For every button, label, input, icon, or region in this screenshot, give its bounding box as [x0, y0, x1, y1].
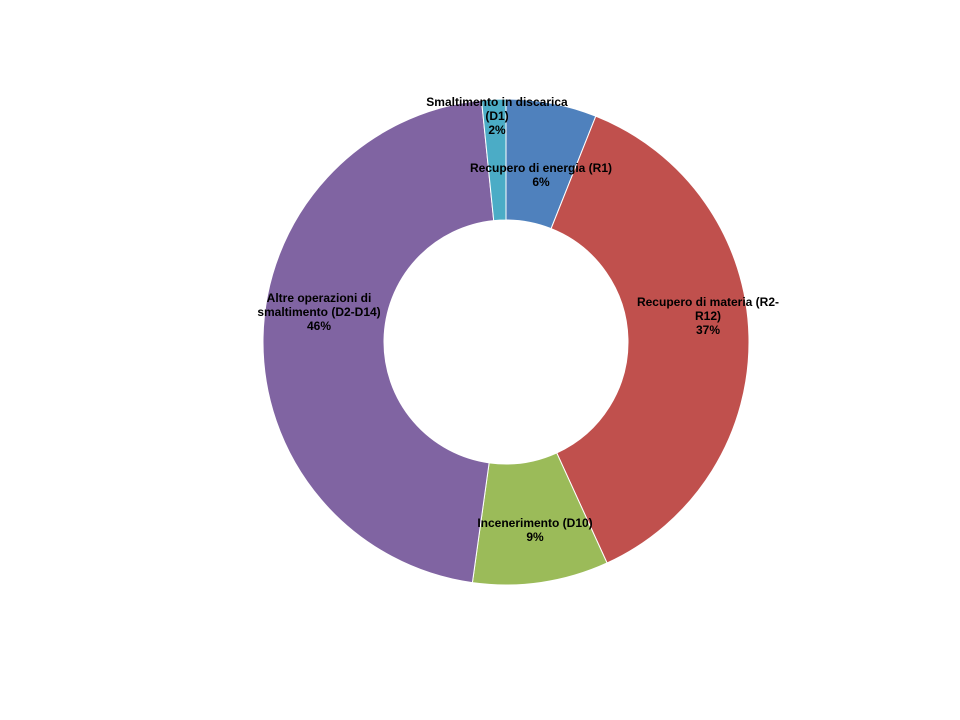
donut-labels: Recupero di energia (R1) 6% Recupero di ma… [257, 95, 779, 544]
donut-slice-5 [480, 98, 507, 222]
slice-label-5: Smaltimento in discarica (D1) 2% [426, 95, 568, 137]
slice-percent-label: 37% [696, 323, 720, 337]
slice-name-line: Recupero di materia (R2- [637, 295, 779, 309]
donut-slice-2 [550, 115, 750, 564]
slice-name-line: Recupero di energia (R1) [470, 161, 612, 175]
slice-percent-label: 2% [488, 123, 506, 137]
slice-name-line: smaltimento (D2-D14) [257, 305, 380, 319]
slice-name-line: Incenerimento (D10) [477, 516, 592, 530]
slice-name-line: R12) [695, 309, 721, 323]
slice-label-2: Recupero di materia (R2-R12) 37% [637, 295, 779, 337]
slice-label-1: Recupero di energia (R1) 6% [470, 161, 612, 189]
slice-name-line: Smaltimento in discarica [426, 95, 568, 109]
donut-slices [262, 98, 750, 586]
slice-percent-label: 9% [526, 530, 544, 544]
slice-percent-label: 6% [532, 175, 550, 189]
slice-percent-label: 46% [307, 319, 331, 333]
donut-slice-4 [262, 99, 495, 584]
slice-name-line: (D1) [485, 109, 508, 123]
slice-label-3: Incenerimento (D10) 9% [477, 516, 592, 544]
slice-name-line: Altre operazioni di [267, 291, 372, 305]
slice-label-4: Altre operazioni di smaltimento (D2-D14) 4… [257, 291, 380, 333]
